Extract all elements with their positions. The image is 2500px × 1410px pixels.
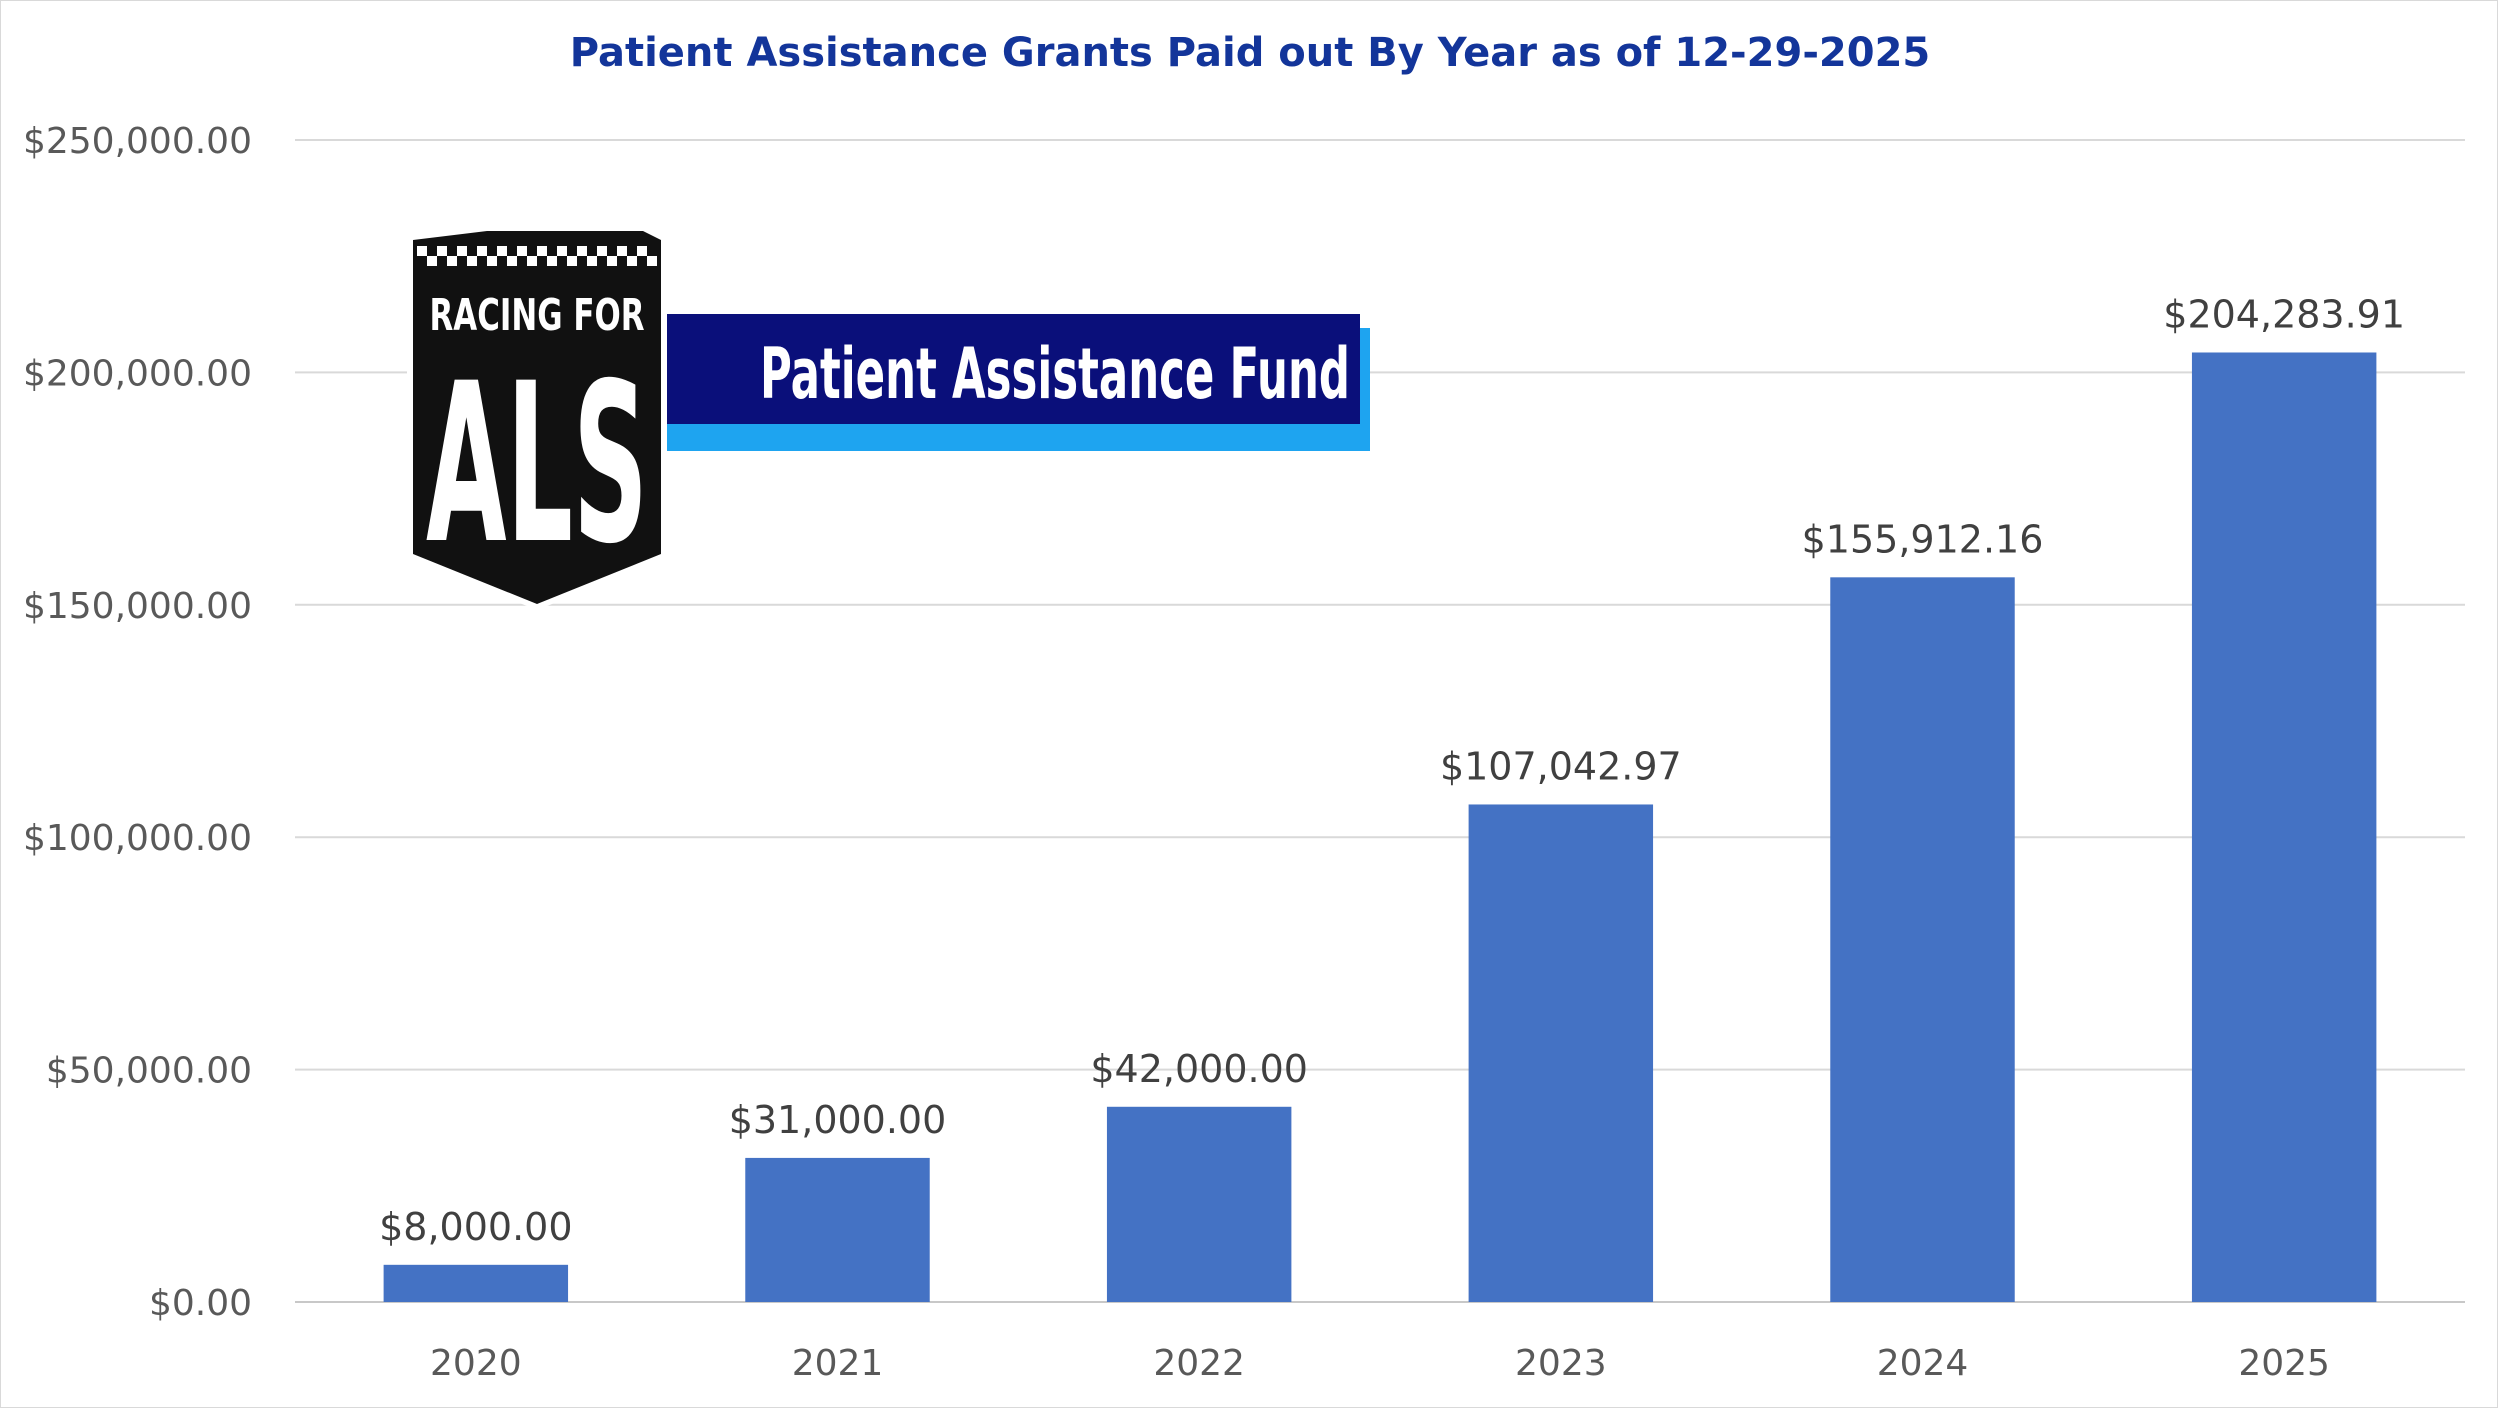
x-tick-label: 2025 xyxy=(2238,1343,2330,1384)
bar-2023 xyxy=(1468,804,1654,1302)
bars xyxy=(383,352,2377,1302)
shield-icon xyxy=(413,231,661,604)
racing-for-als-logo: Patient Assistance Fund RACING FOR ALS xyxy=(407,225,1370,610)
x-tick-label: 2023 xyxy=(1515,1343,1607,1384)
data-labels: $8,000.00 $31,000.00 $42,000.00 $107,042.97… xyxy=(379,292,2405,1248)
chart-title: Patient Assistance Grants Paid out By Ye… xyxy=(569,30,1931,76)
data-label: $107,042.97 xyxy=(1440,744,1682,788)
checkered-flag-icon xyxy=(417,246,657,266)
y-tick-label: $50,000.00 xyxy=(46,1051,252,1092)
y-tick-label: $250,000.00 xyxy=(23,121,252,162)
x-tick-label: 2022 xyxy=(1153,1343,1245,1384)
data-label: $8,000.00 xyxy=(379,1205,572,1249)
logo-banner-text: Patient Assistance Fund xyxy=(760,333,1350,415)
bar-2025 xyxy=(2191,352,2377,1302)
x-tick-label: 2020 xyxy=(430,1343,522,1384)
bar-2020 xyxy=(383,1264,569,1302)
x-tick-label: 2024 xyxy=(1877,1343,1969,1384)
y-tick-label: $200,000.00 xyxy=(23,353,252,394)
bar-2022 xyxy=(1106,1106,1292,1302)
data-label: $204,283.91 xyxy=(2163,292,2405,336)
y-tick-label: $150,000.00 xyxy=(23,586,252,627)
data-label: $42,000.00 xyxy=(1090,1047,1308,1091)
logo-line2: ALS xyxy=(426,336,648,592)
y-tick-label: $0.00 xyxy=(149,1283,252,1324)
x-axis-tick-labels: 2020 2021 2022 2023 2024 2025 xyxy=(430,1343,2330,1384)
bar-2021 xyxy=(745,1157,930,1302)
x-tick-label: 2021 xyxy=(792,1343,884,1384)
data-label: $31,000.00 xyxy=(729,1098,947,1142)
bar-2024 xyxy=(1830,577,2015,1302)
y-tick-label: $100,000.00 xyxy=(23,818,252,859)
data-label: $155,912.16 xyxy=(1802,517,2044,561)
y-axis-tick-labels: $0.00 $50,000.00 $100,000.00 $150,000.00 $20… xyxy=(23,121,252,1324)
logo-line1: RACING FOR xyxy=(430,290,645,341)
